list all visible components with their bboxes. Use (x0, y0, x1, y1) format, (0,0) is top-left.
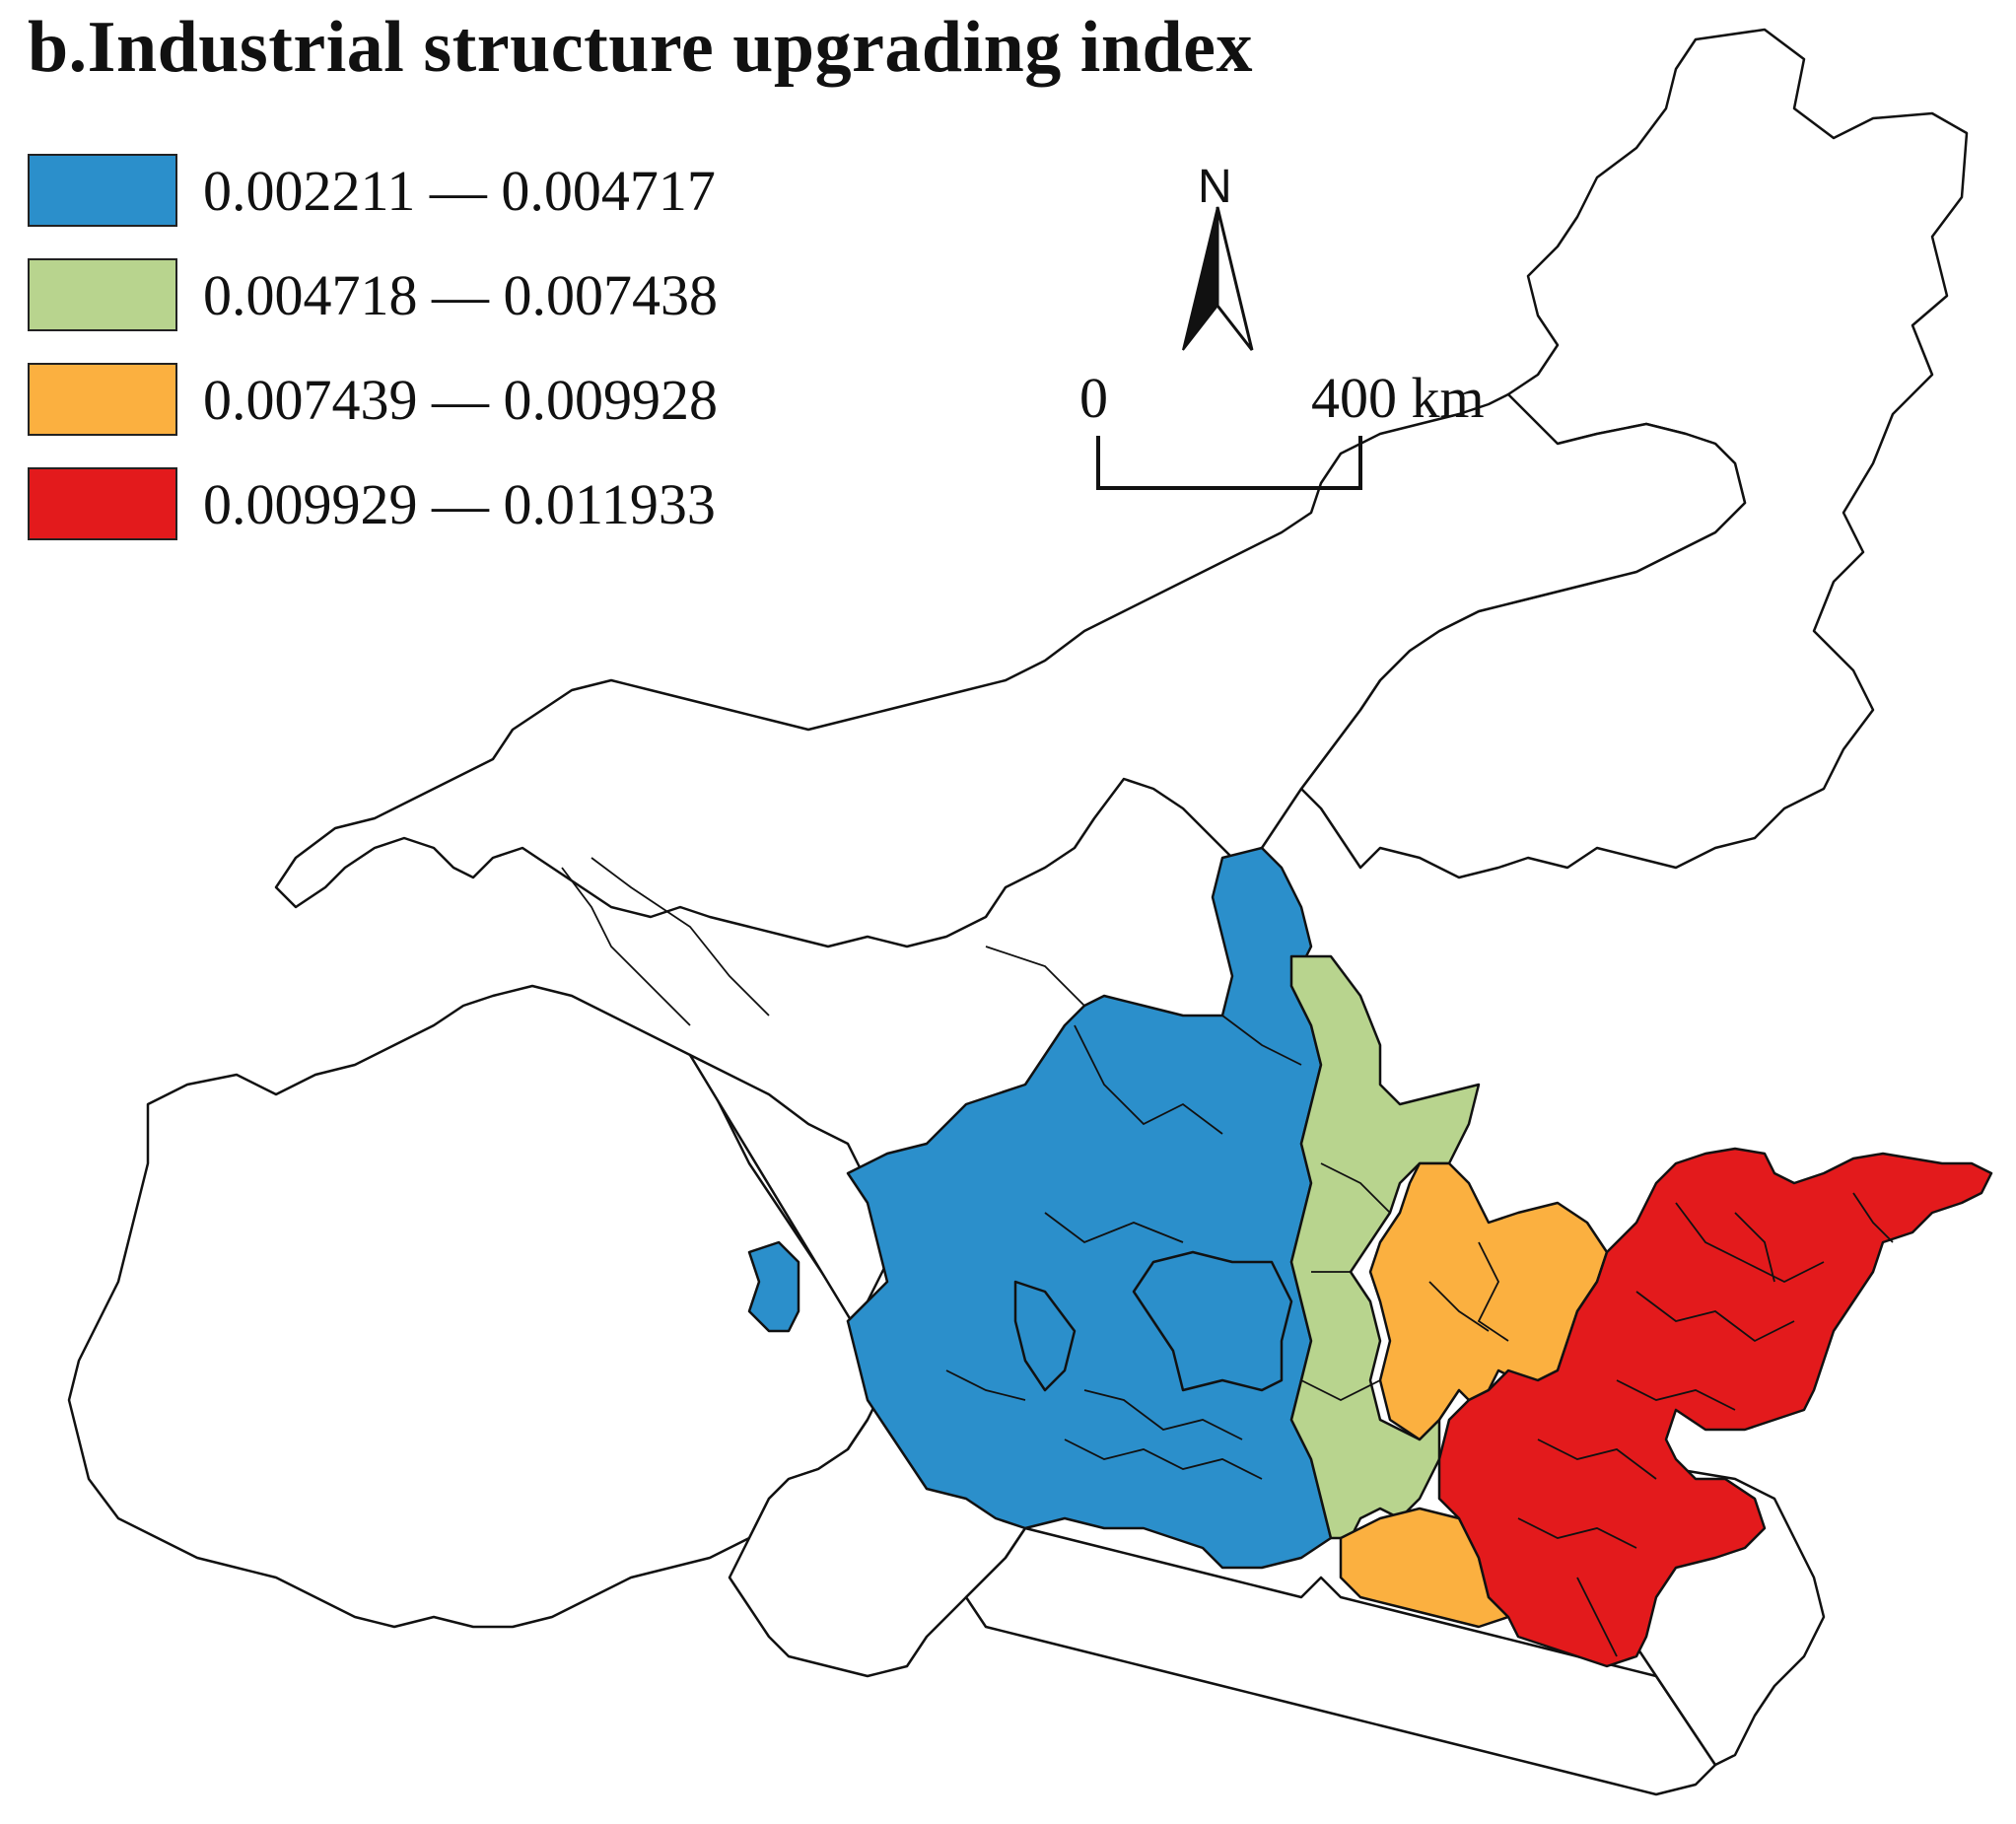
legend-item: 0.009929 — 0.011933 (28, 452, 718, 556)
scale-end-label: 400 km (1311, 366, 1485, 430)
north-arrow-label: N (1198, 161, 1232, 213)
legend-swatch (28, 154, 177, 227)
region-outlines (67, 28, 1969, 1796)
legend-label: 0.009929 — 0.011933 (203, 471, 716, 536)
legend-swatch (28, 363, 177, 436)
legend-item: 0.004718 — 0.007438 (28, 243, 718, 347)
colored-regions (747, 846, 1993, 1668)
legend-label: 0.007439 — 0.009928 (203, 367, 718, 432)
legend-item: 0.007439 — 0.009928 (28, 347, 718, 452)
region-class-4 (1437, 1147, 1993, 1668)
legend-label: 0.004718 — 0.007438 (203, 262, 718, 327)
map-title: b.Industrial structure upgrading index (28, 7, 1253, 88)
legend: 0.002211 — 0.004717 0.004718 — 0.007438 … (28, 138, 718, 556)
internal-boundaries (561, 857, 1894, 1657)
legend-label: 0.002211 — 0.004717 (203, 158, 716, 223)
legend-swatch (28, 467, 177, 540)
region-inner-mongolia (274, 392, 1747, 948)
region-class-1 (846, 846, 1333, 1570)
scale-start-label: 0 (1079, 366, 1108, 430)
region-south-central (964, 1526, 1717, 1796)
region-class-1b (747, 1240, 800, 1333)
legend-item: 0.002211 — 0.004717 (28, 138, 718, 243)
scale-bar (1096, 436, 1362, 490)
north-arrow-icon (1182, 206, 1254, 351)
legend-swatch (28, 258, 177, 331)
